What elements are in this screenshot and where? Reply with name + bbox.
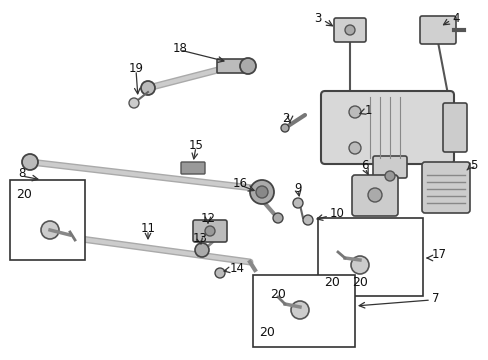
Circle shape (290, 301, 308, 319)
Circle shape (384, 171, 394, 181)
FancyBboxPatch shape (442, 103, 466, 152)
Circle shape (215, 268, 224, 278)
Text: 20: 20 (269, 288, 285, 302)
FancyBboxPatch shape (333, 18, 365, 42)
Text: 2: 2 (282, 112, 289, 125)
Text: 9: 9 (294, 181, 301, 194)
Text: 20: 20 (324, 275, 339, 288)
Circle shape (367, 188, 381, 202)
Circle shape (272, 213, 283, 223)
Text: 4: 4 (451, 12, 459, 24)
FancyBboxPatch shape (181, 162, 204, 174)
Circle shape (348, 106, 360, 118)
Text: 6: 6 (361, 158, 368, 171)
FancyBboxPatch shape (419, 16, 455, 44)
Circle shape (348, 142, 360, 154)
FancyBboxPatch shape (421, 162, 469, 213)
Text: 13: 13 (192, 231, 207, 244)
Text: 11: 11 (140, 221, 155, 234)
Text: 1: 1 (364, 104, 372, 117)
Circle shape (350, 256, 368, 274)
Text: 15: 15 (188, 139, 203, 152)
Circle shape (303, 215, 312, 225)
Text: 20: 20 (259, 327, 274, 339)
Circle shape (195, 243, 208, 257)
Text: 12: 12 (200, 212, 215, 225)
Circle shape (249, 180, 273, 204)
Text: 16: 16 (232, 176, 247, 189)
Circle shape (23, 225, 37, 239)
Text: 20: 20 (351, 275, 367, 288)
Bar (10, 180, 85, 260)
FancyBboxPatch shape (320, 91, 453, 164)
Circle shape (292, 198, 303, 208)
Text: 19: 19 (128, 62, 143, 75)
Circle shape (22, 154, 38, 170)
Bar (317, 218, 422, 296)
Circle shape (141, 81, 155, 95)
Text: 8: 8 (18, 166, 26, 180)
Circle shape (345, 25, 354, 35)
Text: 20: 20 (16, 188, 32, 201)
Text: 14: 14 (229, 261, 244, 274)
FancyBboxPatch shape (193, 220, 226, 242)
Circle shape (240, 58, 256, 74)
FancyBboxPatch shape (351, 175, 397, 216)
Circle shape (281, 124, 288, 132)
Circle shape (41, 221, 59, 239)
Circle shape (256, 186, 267, 198)
Text: 3: 3 (314, 12, 321, 24)
Text: 17: 17 (431, 248, 446, 261)
Circle shape (129, 98, 139, 108)
FancyBboxPatch shape (372, 156, 406, 178)
Bar (252, 275, 354, 347)
Text: 18: 18 (172, 41, 187, 54)
Text: 7: 7 (431, 292, 439, 305)
FancyBboxPatch shape (217, 59, 246, 73)
Text: 10: 10 (329, 207, 344, 220)
Text: 5: 5 (469, 158, 476, 171)
Circle shape (204, 226, 215, 236)
